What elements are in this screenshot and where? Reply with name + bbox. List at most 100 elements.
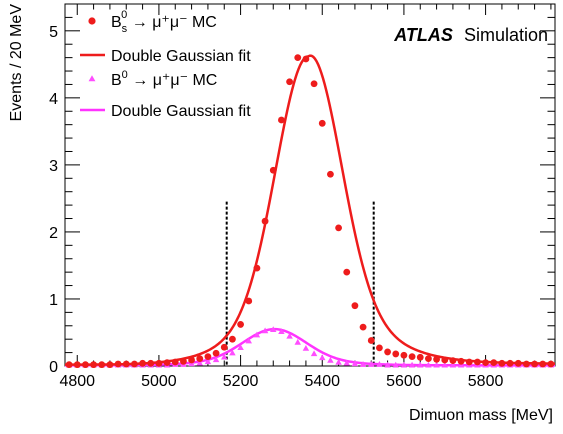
data-point-circle xyxy=(65,361,73,369)
y-tick-label: 0 xyxy=(49,359,58,376)
x-tick-label: 5800 xyxy=(468,373,504,390)
data-point-circle xyxy=(286,78,293,86)
data-point-circle xyxy=(253,264,261,272)
legend-marker-circle xyxy=(88,17,96,25)
data-point-circle xyxy=(474,358,481,366)
data-point-circle xyxy=(335,224,342,232)
data-point-circle xyxy=(180,357,187,365)
data-point-triangle xyxy=(384,361,391,368)
data-point-circle xyxy=(441,356,449,364)
data-point-circle xyxy=(229,335,236,343)
x-axis-label: Dimuon mass [MeV] xyxy=(409,407,553,424)
data-point-circle xyxy=(155,359,163,367)
data-point-triangle xyxy=(400,361,408,368)
data-point-circle xyxy=(376,344,383,352)
data-point-circle xyxy=(400,351,408,359)
data-point-circle xyxy=(131,360,138,368)
y-tick-label: 5 xyxy=(49,24,58,41)
data-point-circle xyxy=(343,268,351,276)
data-point-circle xyxy=(220,343,228,351)
x-tick-label: 5600 xyxy=(386,373,422,390)
data-point-circle xyxy=(506,359,514,367)
data-point-circle xyxy=(98,361,106,369)
data-point-triangle xyxy=(335,359,342,365)
data-point-circle xyxy=(212,349,220,357)
data-point-circle xyxy=(416,353,424,361)
data-point-circle xyxy=(367,337,375,344)
data-point-circle xyxy=(408,353,416,361)
data-point-triangle xyxy=(286,332,293,339)
fit-curve-line xyxy=(65,54,556,366)
data-point-circle xyxy=(237,321,244,328)
x-tick-label: 5000 xyxy=(141,373,177,390)
data-point-circle xyxy=(523,360,530,368)
data-point-triangle xyxy=(359,361,367,367)
data-point-triangle xyxy=(408,361,416,368)
data-point-circle xyxy=(73,361,81,369)
y-tick-label: 3 xyxy=(49,158,58,175)
data-point-circle xyxy=(278,116,285,124)
legend-label: Bs 0 → μ⁺μ⁻ MC xyxy=(111,9,217,35)
data-point-triangle xyxy=(441,361,448,368)
data-point-triangle xyxy=(270,326,277,332)
legend-label: Double Gaussian fit xyxy=(111,48,251,65)
data-point-circle xyxy=(465,358,473,366)
legend: Bs0 → μ⁺μ⁻ MC Double Gaussian fit B0 → μ⁺μ… xyxy=(80,9,251,120)
data-point-circle xyxy=(261,217,269,225)
data-point-circle xyxy=(482,359,489,367)
data-point-circle xyxy=(196,355,204,363)
atlas-label: ATLAS Simulation xyxy=(393,25,548,45)
data-point-circle xyxy=(171,358,179,366)
plot-frame xyxy=(64,3,556,367)
data-point-circle xyxy=(359,323,367,331)
data-point-circle xyxy=(106,361,114,369)
data-point-triangle xyxy=(294,338,301,345)
data-point-circle xyxy=(327,170,334,178)
data-point-circle xyxy=(351,302,359,310)
data-point-circle xyxy=(302,55,310,63)
legend-label: B0 → μ⁺μ⁻ MC xyxy=(111,69,217,89)
x-tick-label: 5400 xyxy=(304,373,340,390)
data-point-circle xyxy=(114,360,122,368)
legend-label: Double Gaussian fit xyxy=(111,103,251,120)
data-point-circle xyxy=(294,54,302,62)
legend-label-superscript: 0 xyxy=(121,9,127,21)
data-point-triangle xyxy=(351,360,359,367)
data-point-triangle xyxy=(433,361,440,368)
y-tick-label: 2 xyxy=(49,225,58,242)
data-point-triangle xyxy=(302,344,310,351)
data-point-circle xyxy=(318,119,326,127)
data-point-circle xyxy=(90,361,97,369)
data-point-circle xyxy=(498,359,506,367)
data-point-triangle xyxy=(327,357,334,363)
data-point-triangle xyxy=(376,361,383,367)
data-point-triangle xyxy=(221,353,228,360)
data-point-circle xyxy=(457,357,465,365)
legend-label-base: B xyxy=(111,72,122,89)
data-point-circle xyxy=(139,359,146,367)
data-point-triangle xyxy=(392,361,399,368)
data-point-circle xyxy=(449,357,457,365)
data-point-circle xyxy=(122,360,130,368)
atlas-bold-text: ATLAS xyxy=(393,25,453,45)
data-point-triangle xyxy=(212,356,220,363)
data-point-triangle xyxy=(343,359,350,366)
data-point-circle xyxy=(163,359,171,367)
data-point-circle xyxy=(490,359,498,367)
data-point-circle xyxy=(547,360,555,368)
data-point-circle xyxy=(392,350,400,358)
data-point-triangle xyxy=(261,327,269,334)
y-tick-label: 4 xyxy=(49,91,58,108)
data-point-triangle xyxy=(196,359,203,366)
data-point-circle xyxy=(433,355,440,363)
legend-label-superscript: 0 xyxy=(122,69,128,81)
data-point-circle xyxy=(147,359,155,367)
data-point-circle xyxy=(531,360,538,368)
data-point-triangle xyxy=(425,361,432,368)
data-point-circle xyxy=(310,80,318,88)
data-point-circle xyxy=(245,297,253,305)
data-point-circle xyxy=(269,166,277,174)
data-point-triangle xyxy=(204,358,212,365)
y-axis-label: Events / 20 MeV xyxy=(8,4,25,122)
